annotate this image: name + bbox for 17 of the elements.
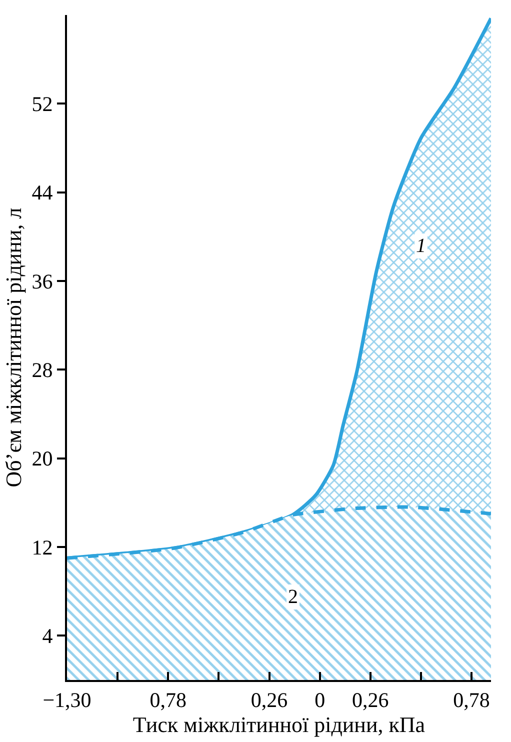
series-label: 2 — [288, 586, 298, 608]
y-axis-title: Об’єм міжклітинної рідини, л — [1, 208, 26, 488]
x-tick-label: 0,26 — [352, 688, 389, 712]
y-tick-label: 4 — [42, 624, 54, 648]
x-tick-label: −1,30 — [42, 688, 92, 712]
x-tick-label: 0,78 — [150, 688, 187, 712]
y-tick-label: 12 — [32, 535, 53, 560]
y-tick-label: 28 — [32, 358, 53, 382]
y-tick-label: 52 — [32, 92, 53, 116]
series-label: 1 — [416, 235, 426, 257]
y-tick-label: 20 — [32, 446, 53, 471]
y-tick-label: 44 — [32, 180, 54, 205]
x-tick-label: 0,78 — [453, 688, 490, 712]
x-tick-label: 0,26 — [250, 688, 288, 712]
y-tick-label: 36 — [32, 269, 53, 294]
x-axis-title: Тиск міжклітинної рідини, кПа — [132, 712, 426, 738]
x-tick-label: 0 — [314, 688, 326, 712]
